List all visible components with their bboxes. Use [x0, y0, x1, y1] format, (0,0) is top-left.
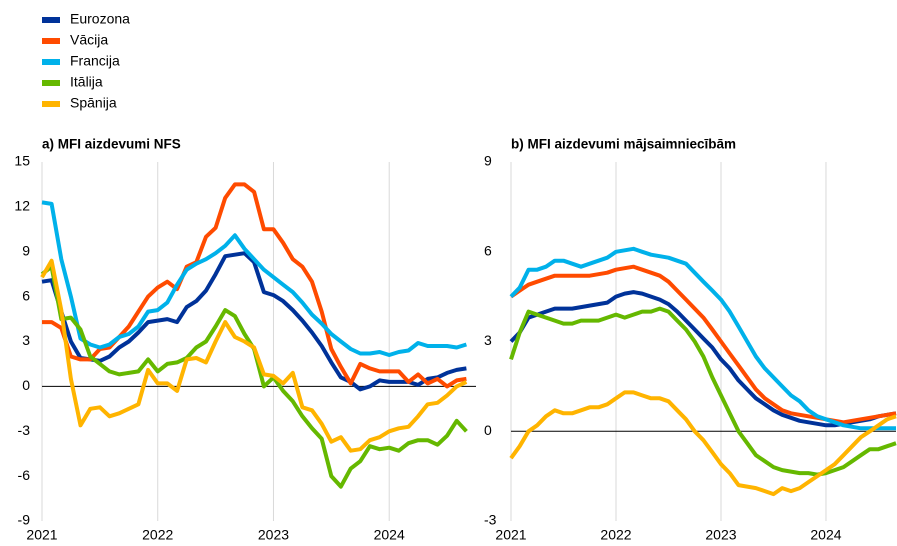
y-tick-label: 0	[22, 377, 30, 393]
legend-swatch	[42, 59, 60, 65]
y-tick-label: -3	[484, 512, 497, 528]
series-line	[509, 264, 897, 425]
y-tick-label: -9	[18, 512, 31, 528]
legend-label: Spānija	[70, 95, 117, 111]
legend-swatch	[42, 101, 60, 107]
panel-title: b) MFI aizdevumi mājsaimniecībām	[511, 137, 736, 152]
legend-label: Eurozona	[70, 11, 130, 27]
panel-title: a) MFI aizdevumi NFS	[42, 137, 181, 152]
series-line	[509, 246, 896, 431]
y-tick-label: -6	[18, 467, 31, 483]
legend-label: Itālija	[70, 74, 103, 90]
x-tick-label: 2021	[495, 527, 526, 543]
y-tick-label: 9	[22, 242, 30, 258]
x-tick-label: 2024	[810, 527, 841, 543]
x-tick-label: 2024	[374, 527, 405, 543]
x-tick-label: 2023	[258, 527, 289, 543]
series-line	[41, 251, 467, 392]
x-tick-label: 2021	[26, 527, 57, 543]
legend-swatch	[42, 80, 60, 86]
x-tick-label: 2022	[142, 527, 173, 543]
y-tick-label: 3	[22, 332, 30, 348]
series-line	[509, 306, 897, 477]
legend-label: Vācija	[70, 32, 108, 48]
series-line	[509, 390, 897, 497]
series-line	[41, 200, 467, 357]
y-tick-label: 15	[14, 153, 30, 169]
y-tick-label: -3	[18, 422, 31, 438]
x-tick-label: 2022	[600, 527, 631, 543]
legend-swatch	[42, 38, 60, 44]
legend-swatch	[42, 17, 60, 23]
legend-label: Francija	[70, 53, 120, 69]
y-tick-label: 3	[484, 332, 492, 348]
y-tick-label: 0	[484, 422, 492, 438]
y-tick-label: 6	[484, 242, 492, 258]
x-tick-label: 2023	[705, 527, 736, 543]
y-tick-label: 9	[484, 153, 492, 169]
series-line	[509, 290, 897, 428]
y-tick-label: 12	[14, 198, 30, 214]
series-line	[40, 258, 468, 453]
y-tick-label: 6	[22, 287, 30, 303]
